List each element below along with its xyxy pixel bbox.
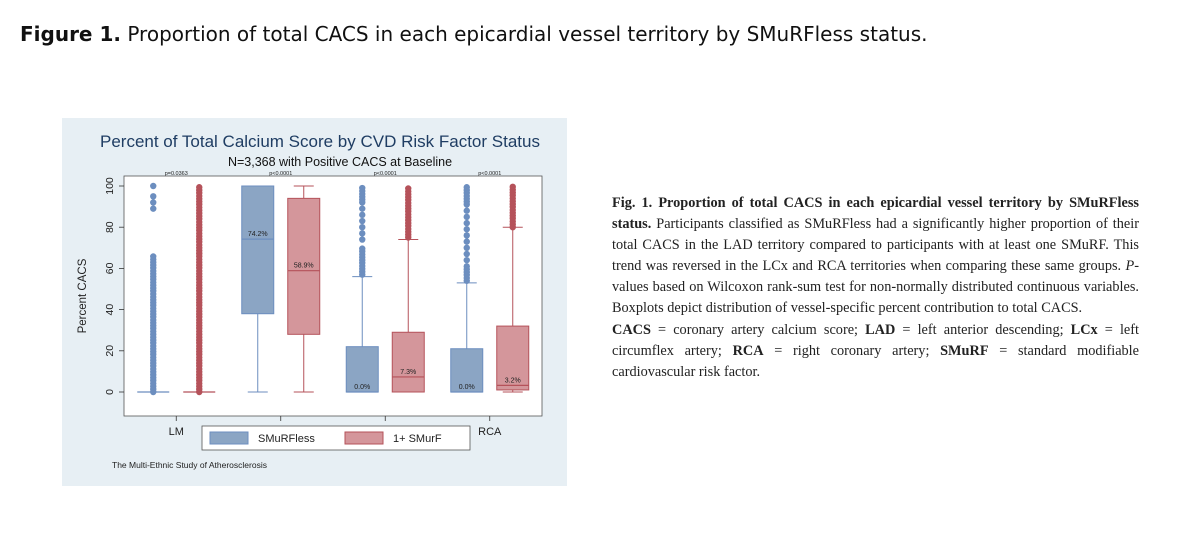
- y-tick-label: 100: [104, 177, 116, 195]
- abbr-term: LAD: [865, 321, 896, 338]
- box: [287, 197, 321, 335]
- outlier-point: [359, 205, 366, 212]
- outlier-point: [405, 185, 412, 192]
- page-heading: Figure 1. Proportion of total CACS in ea…: [20, 22, 928, 46]
- outlier-point: [463, 256, 470, 264]
- y-tick-label: 60: [104, 262, 116, 274]
- outlier-point: [463, 244, 470, 251]
- outlier-point: [463, 238, 470, 245]
- source-note: The Multi-Ethnic Study of Atherosclerosi…: [112, 460, 267, 470]
- outlier-point: [150, 205, 157, 212]
- caption-p-italic: P: [1125, 258, 1135, 275]
- box: [345, 346, 379, 393]
- x-tick-label: LM: [169, 426, 184, 438]
- abbr-term: LCx: [1070, 321, 1098, 338]
- caption-body: Participants classified as SMuRFless had…: [612, 216, 1139, 275]
- abbr-term: RCA: [732, 342, 764, 359]
- box: [391, 331, 425, 393]
- outlier-point: [150, 182, 157, 190]
- chart-panel: Percent of Total Calcium Score by CVD Ri…: [62, 118, 567, 486]
- abbr-definition: = coronary artery calcium score;: [650, 321, 866, 338]
- outlier-point: [359, 230, 366, 237]
- outlier-point: [463, 226, 470, 233]
- chart-subtitle: N=3,368 with Positive CACS at Baseline: [228, 155, 452, 169]
- outlier-point: [359, 184, 366, 192]
- abbr-definition: = standard modifiable cardiovascular ris…: [612, 342, 1140, 380]
- median-label: 3.2%: [505, 377, 521, 384]
- abbr-term: SMuRF: [940, 342, 989, 359]
- y-tick-label: 0: [104, 389, 116, 395]
- figure-heading-text: Proportion of total CACS in each epicard…: [127, 22, 928, 46]
- y-axis-label: Percent CACS: [77, 258, 89, 333]
- outlier-point: [359, 245, 366, 252]
- median-label: 74.2%: [248, 231, 268, 238]
- outlier-point: [359, 211, 366, 219]
- median-label: 0.0%: [354, 384, 370, 391]
- outlier-point: [463, 219, 470, 227]
- median-label: 0.0%: [459, 384, 475, 391]
- outlier-point: [463, 232, 470, 239]
- box: [496, 325, 530, 391]
- abbr-term: CACS: [612, 321, 651, 338]
- outlier-point: [150, 193, 157, 200]
- outlier-point: [196, 184, 203, 191]
- chart-title: Percent of Total Calcium Score by CVD Ri…: [100, 132, 540, 151]
- p-value-label: p<0.0001: [478, 171, 501, 177]
- legend-swatch: [209, 431, 249, 445]
- outlier-point: [150, 253, 157, 260]
- box: [241, 185, 275, 315]
- legend-label: 1+ SMurF: [393, 433, 442, 445]
- median-label: 58.9%: [294, 263, 314, 270]
- p-value-label: p<0.0001: [269, 171, 292, 177]
- outlier-point: [150, 199, 157, 206]
- p-value-label: p<0.0001: [374, 171, 397, 177]
- legend-label: SMuRFless: [258, 433, 315, 445]
- caption-body-continued: -values based on Wilcoxon rank-sum test …: [612, 258, 1139, 317]
- p-value-label: p=0.0363: [165, 171, 188, 177]
- abbr-definition: = right coronary artery;: [763, 342, 941, 359]
- figure-caption: Fig. 1. Proportion of total CACS in each…: [612, 193, 1139, 383]
- outlier-point: [359, 217, 366, 225]
- caption-label: Fig. 1. Proportion of total CACS in each…: [612, 195, 1139, 233]
- outlier-point: [463, 250, 470, 258]
- y-tick-label: 80: [104, 221, 116, 233]
- abbr-definition: = left circumflex artery;: [612, 321, 1139, 359]
- y-tick-label: 20: [104, 345, 116, 357]
- figure-number: Figure 1.: [20, 22, 121, 46]
- outlier-point: [509, 183, 516, 191]
- outlier-point: [463, 213, 470, 221]
- outlier-point: [463, 207, 470, 214]
- outlier-point: [359, 236, 366, 243]
- y-tick-label: 40: [104, 304, 116, 316]
- abbr-definition: = left anterior descending;: [895, 321, 1071, 338]
- box: [450, 348, 484, 393]
- caption-abbreviations: CACS = coronary artery calcium score; LA…: [612, 320, 1139, 383]
- outlier-point: [359, 224, 366, 231]
- outlier-point: [463, 263, 470, 270]
- x-tick-label: RCA: [478, 426, 502, 438]
- outlier-point: [463, 184, 470, 191]
- boxplot-chart: Percent of Total Calcium Score by CVD Ri…: [77, 132, 543, 470]
- legend-swatch: [344, 431, 384, 445]
- median-label: 7.3%: [400, 369, 416, 376]
